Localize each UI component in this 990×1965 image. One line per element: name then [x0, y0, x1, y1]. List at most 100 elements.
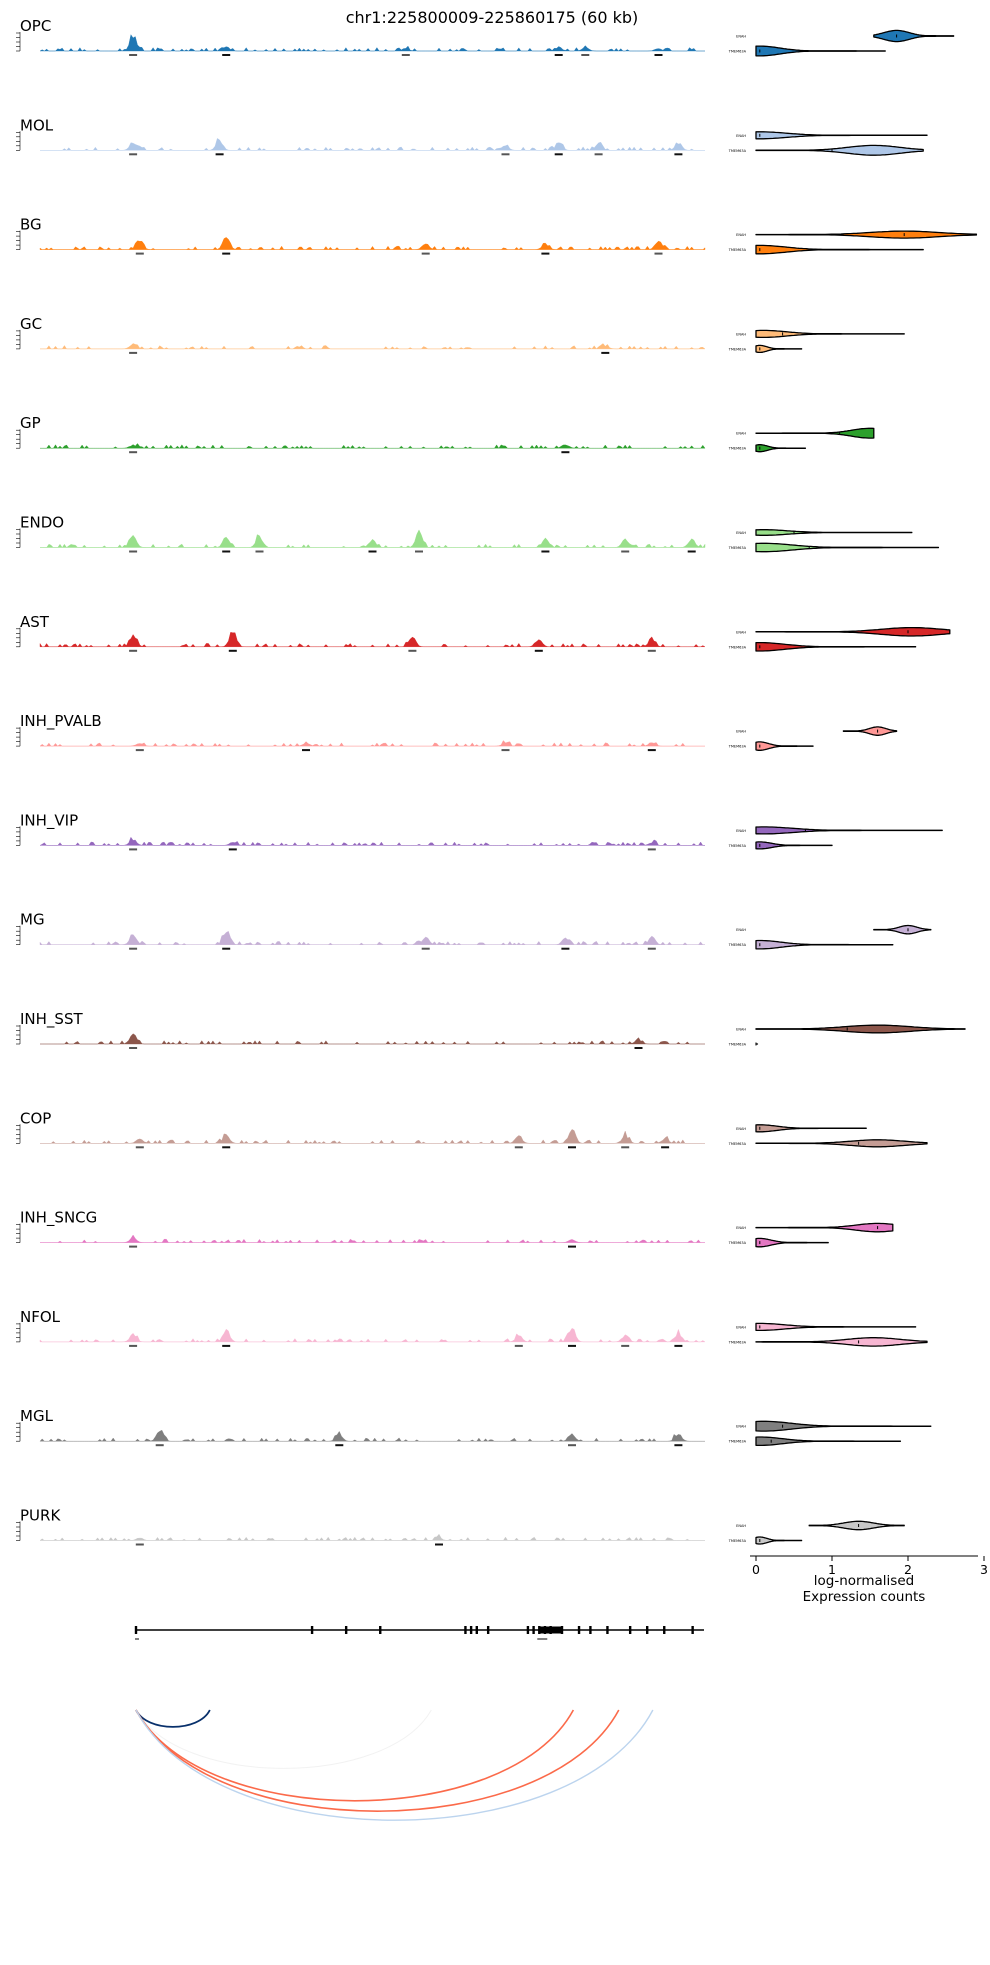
coverage-area [39, 1429, 705, 1442]
chromatin-loop-arcs [135, 1709, 654, 1821]
violin-gene-label: ENAH [736, 730, 746, 734]
violin-x-tick-label: 2 [904, 1562, 912, 1577]
violin-shape [808, 1520, 905, 1531]
gene-exon [560, 1626, 564, 1634]
peak-region-box [435, 1543, 443, 1546]
track-y-axis [16, 329, 21, 350]
violin-gene-label: TMEM63A [728, 1539, 747, 1543]
peak-region-box [687, 550, 696, 553]
peak-region-box [335, 1444, 344, 1447]
peak-region-box [501, 749, 510, 752]
peak-region-box [621, 550, 630, 553]
track-y-axis [16, 528, 21, 548]
violin-shape [873, 924, 932, 935]
track-label: INH_SST [20, 1010, 83, 1029]
peak-region-box [501, 153, 510, 156]
peak-region-box [661, 1146, 670, 1149]
track-mgl: MGL [16, 1407, 705, 1447]
gene-exon [663, 1626, 666, 1634]
track-y-axis [16, 727, 21, 747]
coverage-area [39, 836, 705, 846]
track-bg: BG [16, 216, 706, 255]
violin-x-tick-label: 1 [828, 1562, 836, 1577]
gene-exon [379, 1626, 382, 1634]
violin-shape [755, 329, 905, 339]
violin-gene-label: ENAH [736, 531, 746, 535]
violin-group-mgl: ENAH TMEM63A [728, 1420, 932, 1447]
violin-panel: ENAH TMEM63A ENAH TMEM63A ENAH TMEM63A ENAH TME… [728, 29, 978, 1545]
peak-region-box [129, 649, 138, 652]
peak-region-box [561, 451, 570, 454]
violin-gene-label: ENAH [736, 432, 746, 436]
peak-region-box [654, 54, 663, 56]
gene-exon [628, 1626, 632, 1634]
track-label: GP [20, 414, 41, 432]
track-label: OPC [20, 17, 51, 35]
violin-gene-label: ENAH [736, 35, 746, 39]
track-y-axis [16, 826, 21, 846]
peak-region-box [647, 749, 656, 752]
violin-shape [755, 427, 875, 439]
violin-group-bg: ENAH TMEM63A [728, 230, 978, 255]
violin-shape [873, 29, 955, 43]
violin-gene-label: ENAH [736, 1524, 746, 1528]
gene-exon [526, 1626, 530, 1634]
track-y-axis [16, 1223, 21, 1243]
coverage-area [39, 34, 705, 52]
violin-shape [755, 1436, 902, 1447]
peak-region-box [155, 1444, 164, 1447]
track-mol: MOL [16, 116, 705, 156]
loop-arc [135, 1709, 654, 1821]
violin-shape [755, 144, 924, 156]
violin-gene-label: ENAH [736, 1325, 746, 1329]
peak-region-box [541, 550, 550, 553]
track-label: COP [20, 1109, 51, 1127]
peak-region-box [601, 351, 610, 354]
peak-region-box [514, 1344, 523, 1347]
track-label: NFOL [20, 1308, 61, 1326]
coverage-area [40, 529, 706, 548]
peak-region-box [541, 252, 550, 255]
violin-shape [842, 726, 898, 736]
track-y-axis [16, 32, 21, 52]
peak-region-box [129, 153, 138, 156]
violin-shape [755, 244, 924, 255]
violin-group-nfol: ENAH TMEM63A [728, 1322, 928, 1347]
peak-region-box [621, 1146, 630, 1149]
violin-shape [755, 826, 943, 835]
violin-gene-label: TMEM63A [728, 447, 747, 451]
peak-region-box [647, 848, 656, 851]
violin-gene-label: ENAH [736, 630, 746, 634]
gene-exon [464, 1626, 467, 1634]
coverage-area [40, 1033, 705, 1045]
peak-region-box [568, 1245, 576, 1248]
peak-region-box [568, 1146, 576, 1149]
violin-shape [755, 1139, 928, 1148]
track-y-axis [16, 1422, 21, 1442]
violin-xlabel-line1: log-normalised [814, 1573, 914, 1589]
track-label: INH_VIP [20, 811, 78, 830]
peak-region-box [647, 649, 656, 652]
violin-gene-label: ENAH [736, 1425, 746, 1429]
violin-group-inh-vip: ENAH TMEM63A [728, 826, 943, 850]
track-y-axis [16, 131, 21, 151]
violin-group-mol: ENAH TMEM63A [728, 131, 928, 156]
track-y-axis [16, 1322, 21, 1343]
peak-region-box [581, 54, 590, 56]
coverage-area [40, 1129, 705, 1144]
peak-region-box [135, 749, 144, 752]
peak-region-box [228, 848, 237, 851]
violin-gene-label: ENAH [736, 829, 746, 833]
gene-exon [475, 1626, 478, 1634]
peak-region-box [534, 649, 543, 652]
violin-shape [755, 1237, 829, 1248]
peak-region-box [568, 1444, 576, 1447]
violin-gene-label: ENAH [736, 233, 746, 237]
peak-region-box [255, 550, 264, 553]
peak-region-box [421, 947, 430, 950]
violin-shape [755, 741, 814, 751]
track-label: INH_SNCG [20, 1209, 97, 1228]
violin-gene-label: ENAH [736, 332, 746, 336]
violin-gene-label: TMEM63A [728, 645, 747, 649]
track-nfol: NFOL [16, 1308, 706, 1347]
